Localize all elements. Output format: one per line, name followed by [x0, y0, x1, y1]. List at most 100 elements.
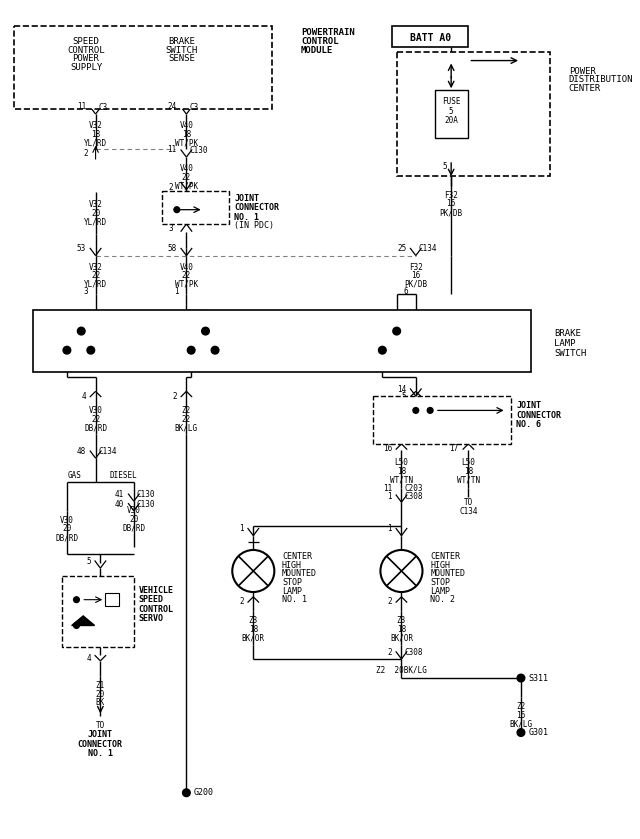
Text: POWER: POWER: [72, 55, 99, 63]
FancyBboxPatch shape: [372, 396, 511, 444]
Text: Z1: Z1: [96, 681, 105, 690]
Text: WT/TN: WT/TN: [457, 476, 480, 485]
Text: 18: 18: [397, 625, 406, 633]
Text: V30: V30: [60, 516, 74, 525]
Text: PK/DB: PK/DB: [404, 279, 428, 289]
Text: NO. 1: NO. 1: [88, 749, 113, 758]
Text: C134: C134: [459, 508, 477, 516]
Text: 48: 48: [77, 447, 86, 456]
Text: BRAKE: BRAKE: [168, 37, 195, 46]
Text: 4: 4: [81, 392, 86, 400]
Text: C130: C130: [137, 499, 155, 508]
Text: SWITCH: SWITCH: [554, 348, 587, 357]
Text: CONNECTOR: CONNECTOR: [78, 739, 123, 748]
Text: S311: S311: [529, 674, 548, 683]
Text: 20: 20: [62, 524, 72, 534]
Text: 18: 18: [91, 130, 100, 138]
Text: C3: C3: [99, 103, 108, 112]
Text: DIESEL: DIESEL: [110, 471, 138, 480]
Text: C130: C130: [137, 490, 155, 499]
Circle shape: [378, 347, 386, 354]
Text: TO: TO: [464, 498, 473, 507]
Text: NO. 2: NO. 2: [430, 595, 455, 604]
Text: G301: G301: [529, 728, 548, 737]
Text: 11: 11: [168, 145, 177, 154]
Text: BK/OR: BK/OR: [390, 633, 413, 643]
Text: NO. 6: NO. 6: [516, 420, 541, 430]
Text: F32: F32: [409, 263, 423, 272]
Text: WT/PK: WT/PK: [175, 138, 198, 148]
Text: 16: 16: [516, 711, 525, 720]
Text: L50: L50: [461, 458, 476, 467]
Text: STOP: STOP: [282, 578, 302, 587]
Text: 11: 11: [383, 484, 392, 493]
Circle shape: [182, 789, 190, 796]
Text: BK/LG: BK/LG: [509, 719, 532, 728]
Circle shape: [211, 347, 219, 354]
Text: JOINT: JOINT: [234, 194, 259, 203]
FancyBboxPatch shape: [105, 593, 120, 607]
Text: 16: 16: [383, 444, 392, 453]
Text: 22: 22: [182, 173, 191, 182]
Text: Z3: Z3: [249, 616, 258, 625]
Text: L50: L50: [409, 406, 423, 415]
Text: 5: 5: [86, 557, 91, 566]
Text: CONTROL: CONTROL: [139, 605, 173, 614]
Text: 2: 2: [83, 149, 88, 158]
Text: 58: 58: [168, 244, 177, 253]
Circle shape: [517, 729, 525, 737]
Text: 2: 2: [168, 183, 173, 192]
Text: SERVO: SERVO: [139, 614, 164, 623]
Text: 20: 20: [129, 515, 138, 524]
FancyBboxPatch shape: [33, 310, 531, 373]
Text: 22: 22: [182, 414, 191, 424]
Circle shape: [517, 675, 525, 682]
Circle shape: [202, 327, 209, 335]
Text: WT/PK: WT/PK: [175, 181, 198, 190]
Text: BK: BK: [96, 698, 105, 707]
Text: 3: 3: [168, 224, 173, 233]
Text: Z2: Z2: [182, 406, 191, 415]
Circle shape: [77, 327, 85, 335]
Text: CENTER: CENTER: [282, 552, 312, 561]
Text: 41: 41: [115, 490, 124, 499]
Text: 1: 1: [174, 288, 179, 296]
Text: 16: 16: [411, 271, 420, 280]
Text: 1: 1: [387, 524, 392, 534]
Text: 6: 6: [404, 288, 408, 296]
FancyBboxPatch shape: [397, 52, 550, 176]
Text: 11: 11: [77, 102, 86, 111]
Text: VEHICLE: VEHICLE: [139, 586, 173, 595]
Text: 18: 18: [249, 625, 258, 633]
Text: 2: 2: [387, 648, 392, 657]
Text: 5: 5: [449, 107, 454, 116]
Text: 18: 18: [411, 414, 420, 424]
Text: DB/RD: DB/RD: [55, 533, 79, 542]
Text: NO. 1: NO. 1: [234, 213, 259, 221]
Text: 2: 2: [387, 597, 392, 606]
Text: C130: C130: [189, 146, 208, 155]
Text: SENSE: SENSE: [168, 55, 195, 63]
Text: 53: 53: [77, 244, 86, 253]
Text: BK/LG: BK/LG: [175, 423, 198, 432]
Text: L50: L50: [394, 458, 408, 467]
FancyBboxPatch shape: [62, 576, 134, 648]
Text: JOINT: JOINT: [88, 730, 113, 739]
Text: V32: V32: [89, 201, 102, 210]
Text: SWITCH: SWITCH: [166, 45, 198, 55]
Text: 24: 24: [168, 102, 177, 111]
Text: FUSE: FUSE: [442, 97, 460, 107]
Text: F32: F32: [444, 190, 458, 200]
Text: CONTROL: CONTROL: [301, 37, 339, 46]
Text: V32: V32: [89, 121, 102, 130]
Polygon shape: [72, 616, 95, 626]
Text: 18: 18: [397, 467, 406, 476]
Text: V32: V32: [89, 263, 102, 272]
Circle shape: [413, 408, 419, 414]
Text: HIGH: HIGH: [282, 560, 302, 570]
Text: 18: 18: [182, 130, 191, 138]
Circle shape: [87, 347, 95, 354]
Text: WT/PK: WT/PK: [175, 279, 198, 289]
Text: CONNECTOR: CONNECTOR: [516, 411, 561, 420]
Text: MOUNTED: MOUNTED: [430, 570, 465, 578]
